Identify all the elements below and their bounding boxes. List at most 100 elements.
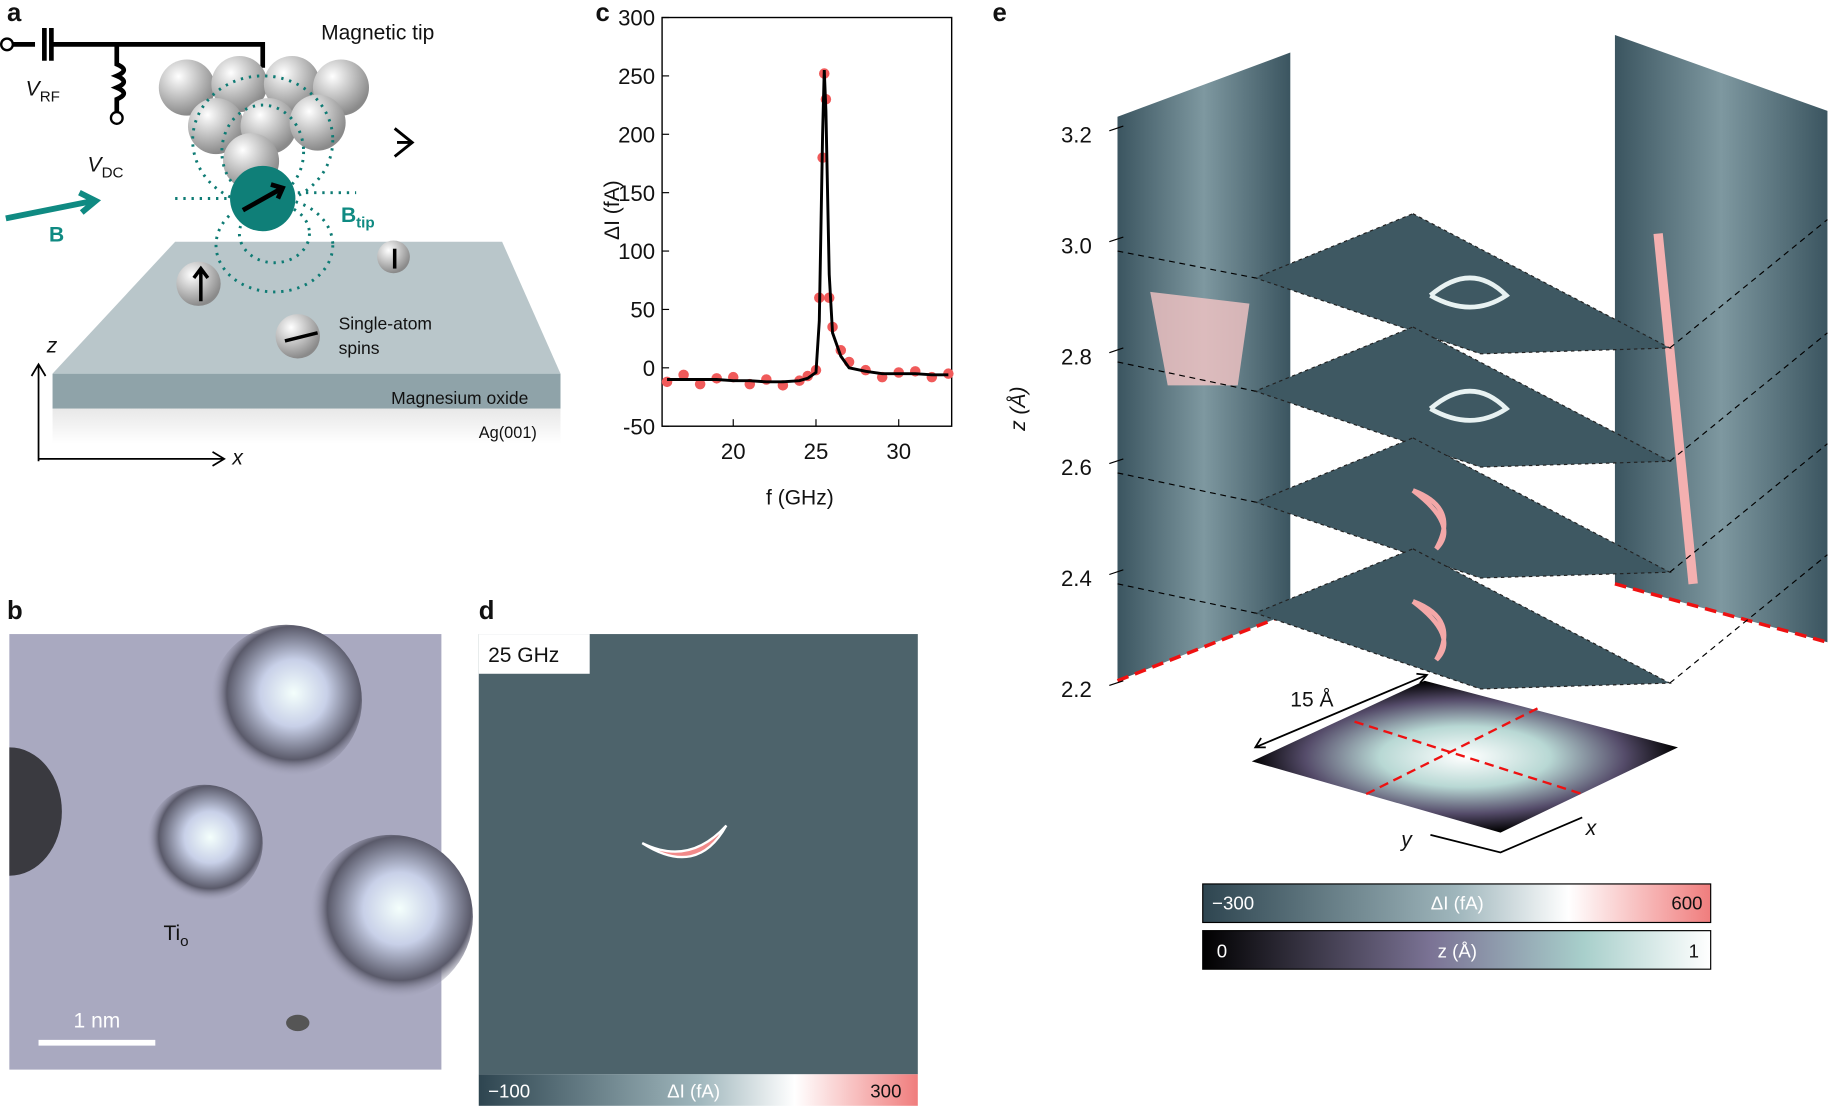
fit-line bbox=[667, 70, 949, 384]
panel-label: a bbox=[7, 0, 22, 27]
panel-b: b 1 nm Tio bbox=[7, 597, 473, 1070]
y-tick-label: 0 bbox=[643, 356, 655, 381]
panel-label: c bbox=[596, 0, 610, 27]
guide bbox=[1117, 332, 1828, 462]
atom-label: Tio bbox=[163, 922, 188, 950]
v-rf: VRF bbox=[26, 78, 60, 106]
y-tick-label: 200 bbox=[618, 122, 655, 147]
colorbar-min: −300 bbox=[1212, 893, 1254, 914]
axis-label: x bbox=[1585, 817, 1598, 840]
colorbar-max: 1 bbox=[1689, 941, 1699, 962]
subscript: DC bbox=[102, 164, 124, 181]
side-wall bbox=[1614, 35, 1828, 643]
x-tick-label: 20 bbox=[721, 439, 746, 464]
axes bbox=[30, 362, 226, 467]
oxide-label: Magnesium oxide bbox=[391, 388, 528, 408]
z-tick-label: 3.0 bbox=[1061, 233, 1092, 258]
x-axis-label: f (GHz) bbox=[766, 486, 834, 509]
plot-frame bbox=[661, 16, 953, 427]
width-label: 15 Å bbox=[1290, 688, 1333, 711]
tip-field: Btip bbox=[341, 204, 375, 232]
y-tick-label: 150 bbox=[618, 181, 655, 206]
colorbar-max: 300 bbox=[870, 1081, 901, 1102]
dimension-arrows bbox=[1253, 672, 1583, 854]
colorbar bbox=[1202, 930, 1712, 970]
subscript: o bbox=[180, 933, 188, 950]
spin-atom bbox=[176, 261, 221, 306]
guide bbox=[1117, 554, 1828, 684]
field-arrow bbox=[5, 190, 102, 222]
guide bbox=[1117, 443, 1828, 573]
z-tick-label: 2.6 bbox=[1061, 455, 1092, 480]
panel-label: b bbox=[7, 597, 23, 625]
symbol: B bbox=[341, 204, 356, 227]
y-tick-label: -50 bbox=[623, 414, 655, 439]
y-tick-label: 100 bbox=[618, 239, 655, 264]
axis-label: y bbox=[1399, 829, 1413, 852]
colorbar bbox=[1202, 883, 1712, 924]
colorbar-label: ΔI (fA) bbox=[667, 1081, 720, 1102]
panel-a: a Magnetic tip VRF VDC B Btip Single-ato… bbox=[0, 0, 561, 470]
terminal bbox=[0, 37, 15, 52]
frequency-label: 25 GHz bbox=[488, 644, 559, 667]
spins-label: spins bbox=[339, 338, 380, 358]
colorbar bbox=[478, 1074, 918, 1106]
panel-e: e 15 Å y x 3.2 3.0 2.8 2.6 2.4 2.2 z (Å) −300… bbox=[993, 0, 1828, 970]
z-tick-label: 3.2 bbox=[1061, 122, 1092, 147]
symbol: V bbox=[88, 154, 104, 177]
oxide-layer bbox=[52, 373, 561, 409]
subscript: tip bbox=[356, 215, 375, 232]
slice-feature bbox=[1411, 488, 1447, 551]
z-tick bbox=[1109, 680, 1124, 686]
z-ticks: 3.2 3.0 2.8 2.6 2.4 2.2 bbox=[1061, 122, 1124, 702]
colorbar-label: ΔI (fA) bbox=[1431, 893, 1484, 914]
z-tick-label: 2.8 bbox=[1061, 344, 1092, 369]
field-lines bbox=[175, 74, 357, 294]
slice bbox=[1253, 437, 1673, 579]
v-dc: VDC bbox=[88, 154, 124, 182]
terminal bbox=[109, 110, 124, 125]
slice-feature bbox=[1428, 388, 1511, 423]
slice bbox=[1253, 548, 1673, 690]
z-axis-label: z (Å) bbox=[1007, 387, 1030, 432]
data-point bbox=[694, 378, 706, 390]
z-tick-label: 2.2 bbox=[1061, 677, 1092, 702]
slices bbox=[1117, 213, 1828, 690]
z-tick bbox=[1109, 458, 1124, 465]
x-tick-label: 30 bbox=[886, 439, 911, 464]
colorbar-label: z (Å) bbox=[1438, 941, 1477, 962]
z-tick bbox=[1109, 236, 1124, 243]
symbol: Ti bbox=[163, 922, 180, 945]
colorbar-min: 0 bbox=[1217, 941, 1227, 962]
x-tick-label: 25 bbox=[804, 439, 829, 464]
slice bbox=[1253, 326, 1673, 468]
z-tick bbox=[1109, 125, 1124, 132]
colorbar-min: −100 bbox=[488, 1081, 530, 1102]
height-map bbox=[1251, 680, 1678, 833]
z-tick-label: 2.4 bbox=[1061, 566, 1092, 591]
spins-label: Single-atom bbox=[339, 313, 432, 333]
circuit bbox=[11, 28, 266, 113]
axis-label: x bbox=[231, 447, 244, 470]
label-box bbox=[478, 634, 590, 674]
y-tick-label: 250 bbox=[618, 64, 655, 89]
z-tick bbox=[1109, 347, 1124, 354]
z-tick bbox=[1109, 569, 1124, 576]
tip-label: Magnetic tip bbox=[321, 22, 434, 45]
guide bbox=[1117, 219, 1828, 349]
y-tick-label: 300 bbox=[618, 6, 655, 31]
scale-label: 1 nm bbox=[74, 1010, 121, 1033]
panel-label: e bbox=[993, 0, 1007, 27]
y-tick-label: 50 bbox=[630, 298, 655, 323]
subscript: RF bbox=[40, 89, 60, 106]
substrate-label: Ag(001) bbox=[479, 424, 537, 442]
data-point bbox=[678, 369, 689, 381]
panel-label: d bbox=[479, 597, 495, 625]
panel-d: d 25 GHz −100 ΔI (fA) 300 bbox=[479, 597, 918, 1106]
axis-label: z bbox=[46, 335, 58, 358]
slice bbox=[1253, 213, 1673, 355]
silver-layer bbox=[52, 408, 561, 444]
crescent bbox=[641, 824, 728, 859]
